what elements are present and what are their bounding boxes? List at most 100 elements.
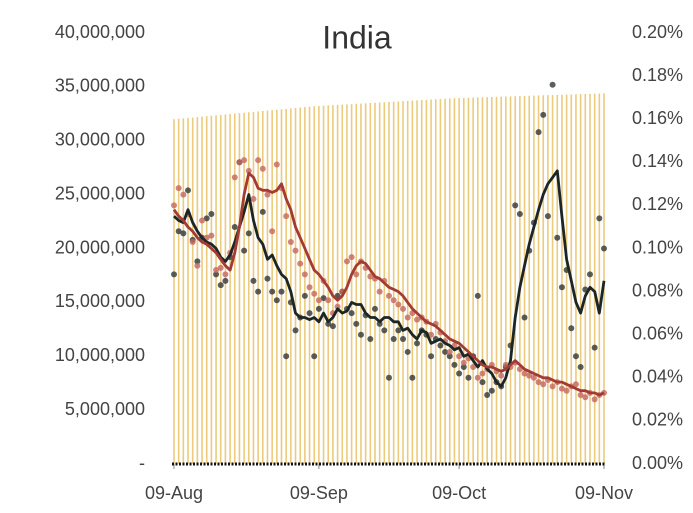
dot (171, 271, 177, 278)
bar (519, 96, 521, 465)
dot (301, 271, 308, 278)
dot (540, 111, 547, 118)
bar (491, 96, 493, 465)
dot (474, 292, 481, 299)
dot (367, 336, 374, 343)
dot (451, 361, 458, 368)
y-tick-label: 40,000,000 (55, 22, 145, 42)
dot (241, 157, 248, 164)
dot (390, 297, 397, 304)
bar (369, 103, 372, 464)
bar (191, 117, 194, 464)
dot (273, 297, 280, 304)
x-tick-label: 09-Sep (290, 483, 348, 503)
dot (474, 374, 481, 381)
bar (495, 96, 498, 464)
dot (301, 292, 308, 299)
bar (589, 93, 591, 465)
bar (402, 101, 404, 464)
bar (579, 94, 582, 465)
dot (287, 239, 294, 246)
bar (318, 106, 320, 465)
dot (325, 297, 332, 304)
bar (290, 108, 292, 465)
bar (584, 93, 587, 464)
dot (540, 381, 547, 388)
bar (551, 95, 554, 464)
dot (488, 387, 495, 394)
dot (250, 277, 257, 284)
dot (558, 284, 565, 291)
dot (334, 303, 341, 310)
dot (292, 247, 299, 254)
dot (535, 379, 542, 386)
bar (271, 110, 273, 465)
bar (448, 98, 451, 464)
dot (231, 223, 238, 230)
dot (549, 383, 556, 390)
bar (257, 111, 259, 464)
bar (238, 113, 241, 464)
dot (460, 364, 467, 371)
dot (236, 159, 243, 166)
dot (245, 230, 252, 237)
bar (537, 95, 540, 464)
dot (348, 254, 355, 261)
y2-tick-label: 0.00% (632, 453, 683, 473)
bar (462, 97, 465, 464)
y-tick-label: 25,000,000 (55, 183, 145, 203)
dot (343, 258, 350, 265)
bar (350, 104, 353, 465)
dot (516, 211, 523, 218)
dot (175, 228, 182, 235)
dot (586, 271, 593, 278)
dot (329, 323, 336, 330)
dot (255, 157, 262, 164)
dot (250, 195, 257, 202)
dot (554, 234, 561, 241)
bar (210, 115, 213, 464)
dot (390, 336, 397, 343)
dot (213, 267, 220, 274)
bar (304, 107, 306, 464)
bar (266, 110, 269, 464)
bar (360, 103, 362, 465)
bar (528, 95, 531, 464)
y-tick-label: 5,000,000 (65, 399, 145, 419)
bar (523, 95, 526, 465)
bar (364, 103, 367, 464)
dot (479, 379, 486, 386)
bar (458, 98, 460, 464)
dot (297, 260, 304, 267)
bar (533, 95, 535, 464)
bar (505, 96, 507, 464)
dot (222, 271, 229, 278)
y2-tick-label: 0.06% (632, 323, 683, 343)
bar (561, 94, 563, 464)
y2-tick-label: 0.16% (632, 108, 683, 128)
dot (175, 185, 182, 192)
bar (327, 105, 330, 464)
dot (194, 258, 201, 265)
dot (558, 385, 565, 392)
dot (572, 381, 579, 388)
dot (208, 232, 215, 239)
bar (182, 118, 185, 464)
dot (259, 165, 266, 172)
dot (400, 305, 407, 312)
dot (395, 327, 402, 334)
bar (542, 95, 545, 464)
dot (203, 215, 210, 222)
y-tick-label: 35,000,000 (55, 76, 145, 96)
dot (259, 208, 266, 215)
dot (217, 282, 224, 289)
dot (315, 297, 322, 304)
dot (371, 305, 378, 312)
bar (322, 105, 325, 464)
dot (348, 310, 355, 317)
dot (428, 331, 435, 338)
bar (425, 99, 428, 465)
y2-tick-label: 0.20% (632, 22, 683, 42)
y-tick-label: 15,000,000 (55, 291, 145, 311)
bar (416, 100, 418, 464)
